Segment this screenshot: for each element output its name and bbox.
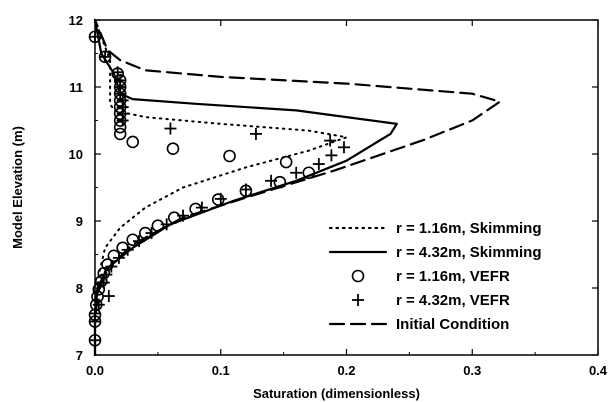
circle-point <box>113 127 127 141</box>
plus-point <box>265 174 278 187</box>
series-3 <box>89 30 350 347</box>
y-tick-label: 11 <box>69 80 83 95</box>
legend-label: r = 4.32m, VEFR <box>396 292 510 309</box>
legend-entry-1: r = 4.32m, Skimming <box>328 244 541 261</box>
series-line-0 <box>94 19 348 356</box>
plus-point <box>337 141 350 154</box>
plus-point <box>325 149 338 162</box>
x-tick-label: 0.3 <box>463 363 481 378</box>
x-axis-label: Saturation (dimensionless) <box>253 386 420 401</box>
y-tick-label: 8 <box>76 281 83 296</box>
plus-point <box>111 66 124 79</box>
legend-circle-marker <box>351 269 365 283</box>
x-tick-label: 0.0 <box>86 363 104 378</box>
plus-point <box>102 290 115 303</box>
plus-point <box>114 87 127 100</box>
circle-point <box>279 155 293 169</box>
y-tick-label: 12 <box>69 13 83 28</box>
plus-point <box>89 30 101 43</box>
plus-point <box>164 122 177 135</box>
y-tick-label: 10 <box>69 147 83 162</box>
y-tick-label: 9 <box>76 214 83 229</box>
plus-point <box>239 183 252 196</box>
circle-point <box>113 120 127 134</box>
plus-point <box>249 127 262 140</box>
legend: r = 1.16m, Skimming r = 4.32m, Skimming r … <box>328 220 541 333</box>
plus-point <box>116 114 129 127</box>
circle-point <box>126 233 140 247</box>
legend-entry-4: Initial Condition <box>328 316 509 333</box>
y-tick-label: 7 <box>76 348 83 363</box>
legend-label: r = 1.16m, VEFR <box>396 268 510 285</box>
plus-point <box>177 209 190 222</box>
circle-point <box>223 149 236 163</box>
plus-point <box>324 134 337 147</box>
legend-plus-marker <box>352 294 364 306</box>
circle-point <box>302 166 316 180</box>
plus-point <box>312 158 325 171</box>
series-0 <box>94 19 348 356</box>
series-2 <box>88 30 316 347</box>
legend-entry-0: r = 1.16m, Skimming <box>328 220 541 237</box>
legend-label: r = 1.16m, Skimming <box>396 220 541 237</box>
plus-point <box>160 218 173 231</box>
x-tick-label: 0.2 <box>337 363 355 378</box>
axes <box>94 19 599 356</box>
circle-point <box>166 142 180 155</box>
tick-marks: 0.0 0.1 0.2 0.3 0.4 7 8 9 10 11 12 <box>69 13 608 378</box>
plus-point <box>290 166 303 179</box>
legend-label: r = 4.32m, Skimming <box>396 244 541 261</box>
plus-point <box>214 192 227 205</box>
circle-point <box>92 283 106 296</box>
x-tick-label: 0.4 <box>589 363 608 378</box>
plus-point <box>97 276 110 289</box>
plot-series <box>88 18 501 357</box>
plot-frame <box>94 19 599 356</box>
x-tick-label: 0.1 <box>212 363 230 378</box>
circle-point <box>94 274 108 288</box>
circle-point <box>126 135 140 149</box>
legend-entry-2: r = 1.16m, VEFR <box>351 268 510 285</box>
plus-point <box>99 50 112 63</box>
legend-label: Initial Condition <box>396 316 509 333</box>
y-axis-label: Model Elevation (m) <box>10 126 25 249</box>
plus-point <box>92 298 105 311</box>
legend-entry-3: r = 4.32m, VEFR <box>352 292 510 309</box>
